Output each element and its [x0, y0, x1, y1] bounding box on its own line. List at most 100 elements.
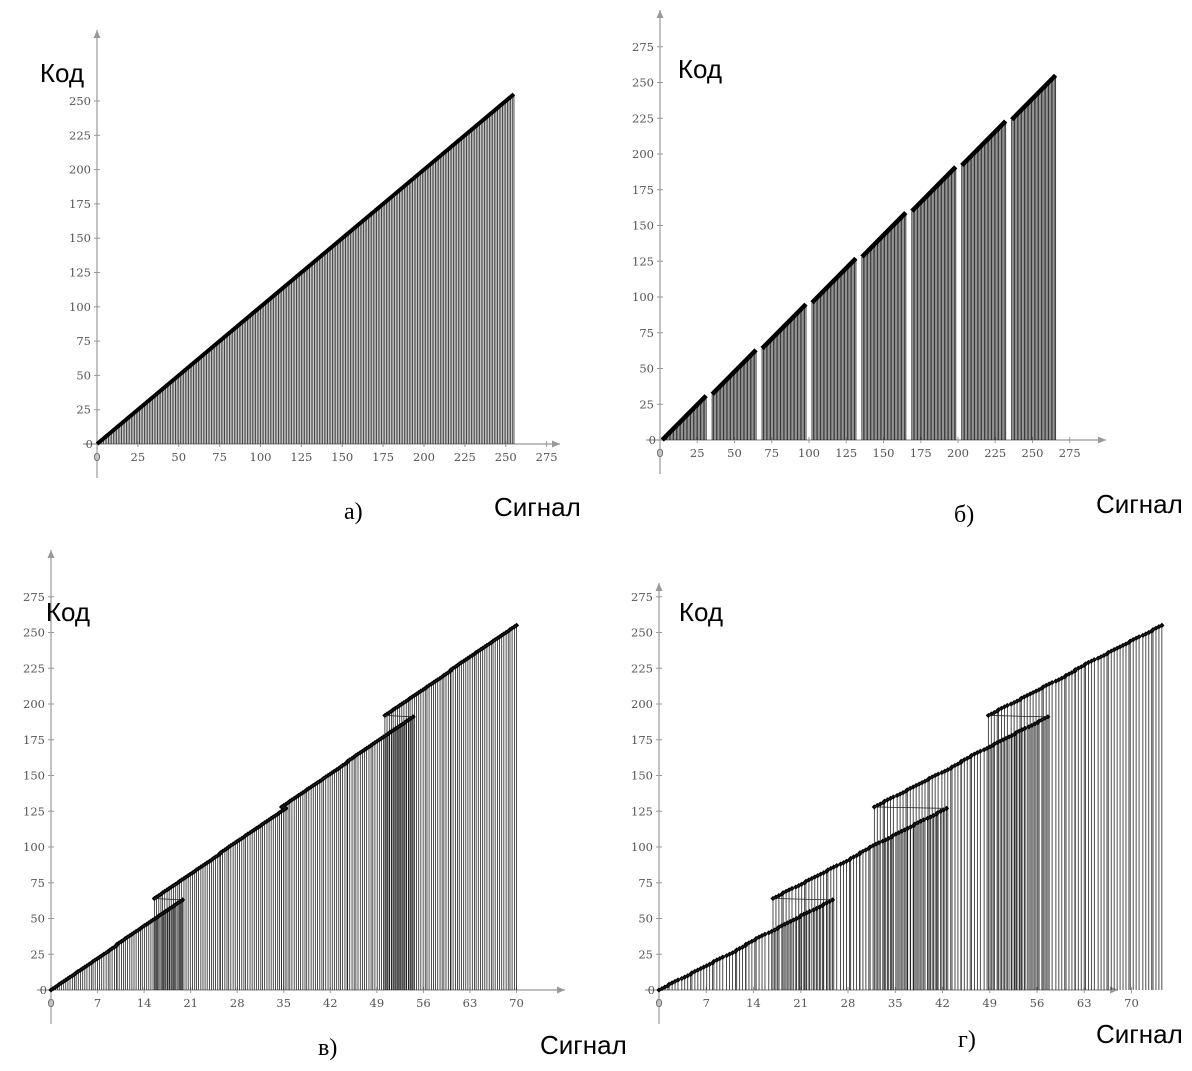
x-tick-label: 225: [454, 450, 476, 464]
x-tick-label: 125: [290, 450, 312, 464]
x-tick-label: 70: [1124, 996, 1139, 1010]
panel-caption: б): [954, 502, 974, 528]
x-axis-title: Сигнал: [1096, 489, 1183, 519]
x-tick-label: 21: [183, 996, 198, 1010]
x-tick-label: 0: [656, 446, 663, 460]
y-tick-label: 250: [632, 76, 654, 90]
series-dash: [760, 302, 808, 351]
y-tick-label: 75: [639, 326, 654, 340]
x-tick-label: 150: [331, 450, 353, 464]
series-dash: [1010, 73, 1058, 122]
x-tick-label: 200: [413, 450, 435, 464]
x-tick-label: 42: [323, 996, 338, 1010]
y-tick-label: 50: [30, 912, 45, 926]
y-tick-label: 100: [69, 300, 91, 314]
panel-caption: г): [958, 1027, 976, 1053]
series-dash: [960, 119, 1008, 168]
y-tick-label: 275: [632, 40, 654, 54]
y-tick-label: 250: [69, 94, 91, 108]
x-tick-label: 21: [793, 996, 808, 1010]
data-bars: [661, 625, 1163, 990]
y-axis-title: Код: [679, 597, 723, 627]
y-tick-label: 75: [638, 876, 653, 890]
x-tick-label: 25: [131, 450, 146, 464]
x-tick-label: 275: [536, 450, 558, 464]
x-tick-label: 63: [463, 996, 478, 1010]
y-tick-label: 225: [69, 128, 91, 142]
y-tick-label: 250: [631, 626, 653, 640]
y-tick-label: 175: [23, 733, 45, 747]
chart-g: 0 7 14 21 28 35 42 49 56 63 70 25 50 75 100 125 150 175 20…: [631, 583, 1183, 1053]
x-tick-label: 0: [47, 996, 54, 1010]
x-tick-label: 0: [93, 450, 100, 464]
x-tick-label: 56: [416, 996, 431, 1010]
y-tick-label: 200: [632, 147, 654, 161]
x-axis-arrow: [557, 986, 565, 994]
x-axis-arrow: [552, 440, 560, 448]
chart-v: 0 7 14 21 28 35 42 49 56 63 70 25 50 75 100 125 150 175 20…: [23, 550, 627, 1061]
x-tick-label: 42: [935, 996, 950, 1010]
x-tick-label: 150: [873, 446, 895, 460]
x-tick-label: 75: [764, 446, 779, 460]
x-tick-label: 14: [746, 996, 761, 1010]
y-tick-label: 75: [76, 334, 91, 348]
x-tick-label: 7: [703, 996, 710, 1010]
x-tick-label: 50: [727, 446, 742, 460]
y-tick-label: 0: [649, 433, 656, 447]
y-axis-title: Код: [678, 54, 722, 84]
x-tick-label: 7: [94, 996, 101, 1010]
y-tick-label: 225: [23, 661, 45, 675]
x-tick-label: 100: [798, 446, 820, 460]
x-tick-label: 225: [984, 446, 1006, 460]
chart-b: 0 25 50 75 100 125 150 175 200 225 250 275 25 50 75 100…: [632, 10, 1183, 528]
y-tick-label: 150: [632, 219, 654, 233]
y-tick-label: 125: [23, 804, 45, 818]
y-tick-label: 50: [638, 912, 653, 926]
y-tick-label: 150: [23, 769, 45, 783]
series-dash: [660, 394, 708, 442]
y-tick-label: 50: [76, 368, 91, 382]
x-tick-label: 200: [947, 446, 969, 460]
x-tick-label: 28: [230, 996, 245, 1010]
y-tick-label: 150: [69, 231, 91, 245]
y-tick-label: 100: [23, 840, 45, 854]
y-tick-label: 250: [23, 626, 45, 640]
y-tick-label: 125: [631, 804, 653, 818]
y-axis-arrow: [656, 10, 664, 18]
x-tick-label: 250: [495, 450, 517, 464]
x-tick-label: 63: [1077, 996, 1092, 1010]
y-tick-label: 50: [639, 362, 654, 376]
x-tick-label: 49: [982, 996, 997, 1010]
series-line: [50, 625, 517, 991]
x-tick-label: 28: [841, 996, 856, 1010]
y-axis-arrow: [47, 550, 55, 558]
x-axis-title: Сигнал: [1096, 1019, 1183, 1049]
series-dash: [860, 211, 908, 259]
y-tick-label: 225: [632, 111, 654, 125]
x-axis-title: Сигнал: [494, 492, 581, 522]
y-tick-label: 150: [631, 769, 653, 783]
x-tick-label: 35: [276, 996, 291, 1010]
y-tick-label: 25: [76, 403, 91, 417]
y-tick-label: 275: [23, 590, 45, 604]
x-tick-label: 125: [835, 446, 857, 460]
x-tick-label: 175: [372, 450, 394, 464]
y-axis-title: Код: [46, 597, 90, 627]
series-line: [658, 624, 1163, 991]
x-axis-arrow: [1098, 436, 1106, 444]
x-tick-label: 14: [137, 996, 152, 1010]
chart-panel-g: 0 7 14 21 28 35 42 49 56 63 70 25 50 75 100 125 150 175 20…: [596, 535, 1192, 1071]
chart-panel-a: 0 25 50 75 100 125 150 175 200 225 250 275 25 50 75 100…: [0, 0, 596, 535]
y-tick-label: 125: [632, 254, 654, 268]
y-tick-label: 175: [69, 197, 91, 211]
y-tick-label: 200: [69, 163, 91, 177]
y-tick-label: 0: [86, 437, 93, 451]
panel-caption: в): [318, 1035, 337, 1061]
y-axis-title: Код: [40, 58, 84, 88]
x-tick-label: 56: [1030, 996, 1045, 1010]
y-tick-label: 100: [631, 840, 653, 854]
y-tick-label: 0: [648, 983, 655, 997]
y-tick-label: 275: [631, 590, 653, 604]
chart-a: 0 25 50 75 100 125 150 175 200 225 250 275 25 50 75 100…: [40, 30, 581, 525]
y-tick-label: 25: [30, 947, 45, 961]
